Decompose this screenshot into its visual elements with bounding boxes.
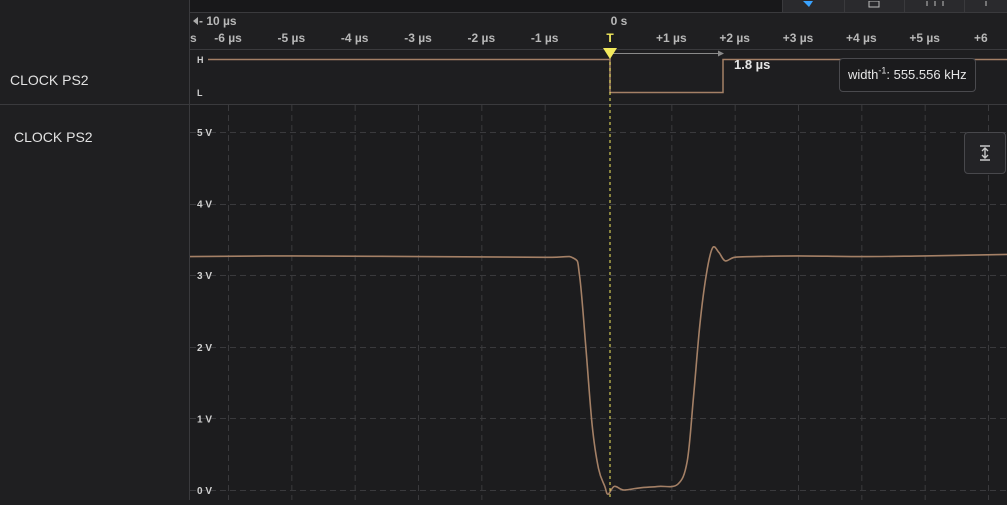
toolbar-button-2[interactable] (844, 0, 905, 12)
fit-vertical-button[interactable] (964, 132, 1006, 174)
time-tick-label: +5 µs (909, 31, 940, 45)
voltage-tick-label: 3 V (197, 271, 212, 282)
analog-plot: 5 V 4 V 3 V 2 V 1 V 0 V (189, 105, 1007, 500)
tooltip-superscript: -1 (878, 65, 887, 76)
time-tick-label: +1 µs (656, 31, 687, 45)
toolbar-buttons (782, 0, 1007, 12)
time-tick-label: -5 µs (278, 31, 306, 45)
channel-sidebar (0, 0, 190, 500)
low-level-label: L (197, 88, 203, 98)
trigger-label: T (606, 31, 614, 45)
scroll-left-icon (193, 17, 198, 25)
voltage-tick-label: 5 V (197, 128, 212, 139)
time-tick-label: -3 µs (404, 31, 432, 45)
play-icon (803, 1, 813, 7)
time-tick-label: -2 µs (468, 31, 496, 45)
voltage-tick-label: 2 V (197, 343, 212, 354)
time-ticks: s -6 µs -5 µs -4 µs -3 µs -2 µs -1 µs +1 µs +2 µ… (190, 31, 988, 45)
time-tick-label: -6 µs (214, 31, 242, 45)
trigger-badge[interactable] (601, 30, 619, 44)
width-measurement: 1.8 µs (734, 57, 771, 72)
width-arrow-icon (718, 50, 724, 57)
time-tick-label: +6 (974, 31, 988, 45)
expand-vertical-icon (980, 145, 990, 161)
time-tick-label: +4 µs (846, 31, 877, 45)
more-icon (985, 1, 987, 6)
voltage-tick-label: 1 V (197, 414, 212, 425)
high-level-label: H (197, 55, 204, 65)
capture-icon (868, 0, 880, 8)
toolbar-button-3[interactable] (904, 0, 965, 12)
time-tick-label: +2 µs (719, 31, 750, 45)
time-ruler-svg: - 10 µs 0 s s -6 µs -5 µs -4 µs -3 µs -2 µs -1… (190, 14, 988, 45)
time-tick-label: -4 µs (341, 31, 369, 45)
time-zero-label: 0 s (611, 14, 628, 28)
time-offset-label: - 10 µs (199, 14, 237, 28)
digital-channel-label[interactable]: CLOCK PS2 (10, 72, 89, 88)
trigger-overlay: T (601, 30, 619, 500)
digital-trace (208, 58, 1007, 94)
time-ruler[interactable]: - 10 µs 0 s s -6 µs -5 µs -4 µs -3 µs -2 µs -1… (190, 13, 1007, 50)
tooltip-value: : 555.556 kHz (886, 67, 967, 82)
tooltip-prefix: width (848, 67, 879, 82)
trigger-arrow-icon (603, 48, 617, 59)
digital-waveform: H L (197, 50, 1007, 98)
play-button[interactable] (782, 0, 845, 12)
top-toolbar (0, 0, 1007, 13)
analog-plot-area[interactable]: 5 V 4 V 3 V 2 V 1 V 0 V (189, 105, 1007, 500)
voltage-tick-label: 4 V (197, 200, 212, 211)
analog-trace (189, 245, 1007, 496)
frequency-tooltip: width-1: 555.556 kHz (839, 58, 976, 92)
toolbar-button-4[interactable] (964, 0, 1007, 12)
analog-channel-label[interactable]: CLOCK PS2 (14, 129, 93, 145)
time-tick-label: -1 µs (531, 31, 559, 45)
digital-channel-row: CLOCK PS2 H L 1.8 µs (0, 50, 1007, 105)
voltage-axis: 5 V 4 V 3 V 2 V 1 V 0 V (197, 128, 212, 497)
plot-grid (190, 105, 1007, 500)
settings-icon (926, 1, 944, 6)
time-tick-label: s (190, 31, 197, 45)
time-tick-label: +3 µs (783, 31, 814, 45)
voltage-tick-label: 0 V (197, 486, 212, 497)
